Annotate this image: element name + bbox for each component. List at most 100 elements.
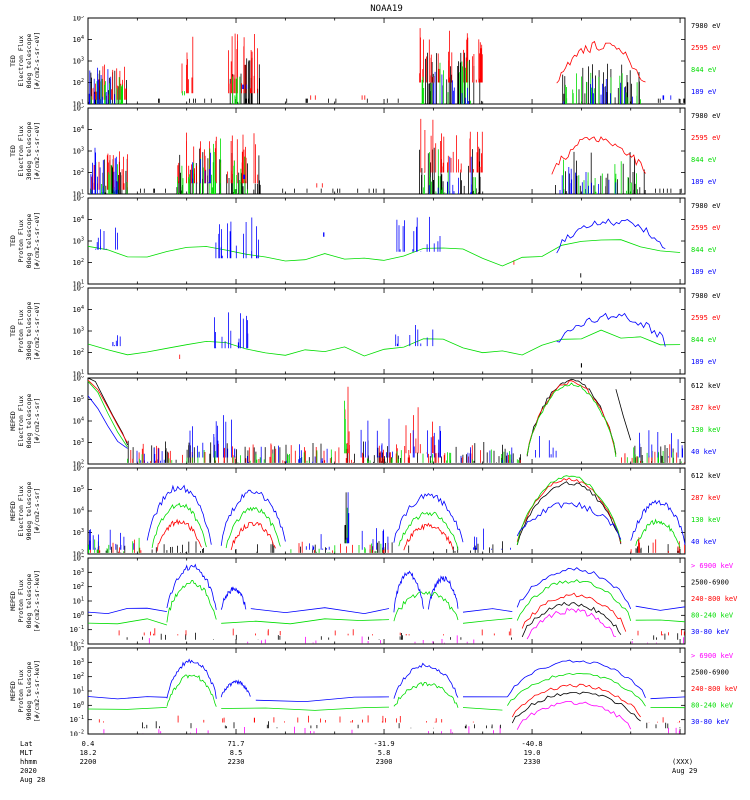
y-tick-label: 102 [73, 550, 84, 557]
legend-label: 287 keV [691, 494, 721, 502]
legend-label: 7980 eV [691, 112, 721, 120]
legend-label: 844 eV [691, 156, 717, 164]
axis-title-line: [#/cm2-s-sr-eV] [33, 122, 41, 181]
y-tick-label: 104 [73, 417, 84, 426]
axis-row-label: Lat [20, 740, 33, 748]
series-189-ev [88, 67, 672, 104]
y-tick-label: 101 [73, 370, 84, 377]
y-tick-label: 106 [73, 376, 84, 383]
series-844-ev [90, 138, 637, 194]
axis-start-date: Aug 28 [20, 776, 45, 784]
series-240-800-kev [98, 683, 680, 723]
legend-label: 7980 eV [691, 202, 721, 210]
legend-label: 844 eV [691, 66, 717, 74]
y-tick-label: 105 [73, 106, 84, 113]
y-tick-label: 104 [73, 507, 84, 516]
y-tick-label: 103 [73, 237, 84, 246]
y-tick-label: 10-1 [70, 715, 84, 724]
series-30-80-kev [87, 658, 686, 703]
axis-title-line: Proton Flux [17, 219, 25, 262]
axis-title-line: TED [9, 235, 17, 247]
legend-label: 30-80 keV [691, 718, 730, 726]
series-189-ev [90, 147, 617, 194]
legend-label: 287 keV [691, 404, 721, 412]
y-tick-label: 103 [73, 147, 84, 156]
axis-title-line: 90deg telescope [25, 482, 33, 541]
y-tick-label: 100 [73, 611, 84, 620]
axis-row-value: 2330 [524, 758, 541, 766]
panel-4-svg: 101 102 103 104 105 TED Proton Flux 30deg teles… [9, 286, 721, 377]
y-tick-label: 105 [73, 395, 84, 404]
axis-title-line: TED [9, 145, 17, 157]
axis-title-line: 90deg telescope [25, 662, 33, 721]
axis-title-line: 30deg telescope [25, 302, 33, 361]
legend-label: 844 eV [691, 336, 717, 344]
y-tick-label: 103 [73, 438, 84, 447]
series-7980-ev [88, 52, 685, 104]
legend-label: 7980 eV [691, 292, 721, 300]
panel-3-svg: 101 102 103 104 105 TED Proton Flux 0deg telesc… [9, 196, 721, 286]
y-tick-label: 105 [73, 485, 84, 494]
axis-title-line: [#/cm2-s-sr-eV] [33, 302, 41, 361]
y-tick-label: 104 [73, 556, 84, 563]
axis-title-line: Electron Flux [17, 35, 25, 86]
legend-label: 2595 eV [691, 44, 721, 52]
y-tick-label: 10-2 [70, 640, 84, 647]
axis-title-line: MEPED [9, 591, 17, 611]
series-40-kev [87, 395, 683, 463]
y-tick-label: 102 [73, 582, 84, 591]
axis-title-line: 0deg telescope [25, 394, 33, 449]
series-2500-6900 [142, 691, 681, 729]
plot-frame [87, 197, 686, 285]
axis-title-line: [#/cm2-s-sr-keV] [33, 570, 41, 633]
panel-8-svg: 10-2 10-1 100 101 102 103 104 MEPED Proton Flux 9… [9, 646, 738, 736]
axis-end-date: Aug 29 [672, 767, 697, 775]
legend-label: 612 keV [691, 382, 721, 390]
series-80-240-kev [87, 673, 686, 711]
axis-row-value: 2230 [228, 758, 245, 766]
axis-title-line: Proton Flux [17, 309, 25, 352]
axis-title-line: [#/cm2-s-sr] [33, 398, 41, 445]
axis-title-line: TED [9, 325, 17, 337]
legend-label: 189 eV [691, 88, 717, 96]
y-tick-label: 105 [73, 286, 84, 293]
axis-row-value: 2200 [80, 758, 97, 766]
y-tick-label: 102 [73, 168, 84, 177]
axis-title-line: 0deg telescope [25, 214, 33, 269]
legend-label: 189 eV [691, 178, 717, 186]
y-tick-label: 103 [73, 327, 84, 336]
legend-label: 189 eV [691, 268, 717, 276]
y-tick-label: 101 [73, 597, 84, 606]
series-130-kev [87, 381, 682, 463]
axis-row-value: 19.0 [524, 749, 541, 757]
legend-label: 2500-6900 [691, 669, 729, 677]
y-tick-label: 104 [73, 305, 84, 314]
panel-5-svg: 102 103 104 105 106 MEPED Electron Flux 0deg te… [9, 376, 721, 467]
legend-label: 2595 eV [691, 314, 721, 322]
legend-label: 130 keV [691, 516, 721, 524]
y-tick-label: 106 [73, 466, 84, 473]
series-130-kev [88, 475, 681, 553]
legend-label: 2595 eV [691, 224, 721, 232]
y-tick-label: 105 [73, 196, 84, 203]
y-tick-label: 102 [73, 672, 84, 681]
legend-label: 2595 eV [691, 134, 721, 142]
plot-frame [87, 287, 686, 375]
y-tick-label: 103 [73, 57, 84, 66]
series-844-ev [90, 61, 641, 104]
series-30-80-kev [87, 563, 686, 615]
y-tick-label: 104 [73, 215, 84, 224]
series-7980-ev [91, 147, 682, 194]
axis-row-value: 71.7 [228, 740, 245, 748]
panel-2-svg: 101 102 103 104 105 TED Electron Flux 30deg tel… [9, 106, 721, 196]
axis-title-line: TED [9, 55, 17, 67]
axis-title-line: Proton Flux [17, 579, 25, 622]
legend-label: 844 eV [691, 246, 717, 254]
axis-row-value: 18.2 [80, 749, 97, 757]
y-tick-label: 104 [73, 35, 84, 44]
axis-row-label: hhmm [20, 758, 37, 766]
axis-title-line: [#/cm2-s-sr-keV] [33, 660, 41, 723]
y-tick-label: 102 [73, 460, 84, 467]
series--6900-kev [148, 607, 684, 644]
legend-label: 40 keV [691, 448, 717, 456]
